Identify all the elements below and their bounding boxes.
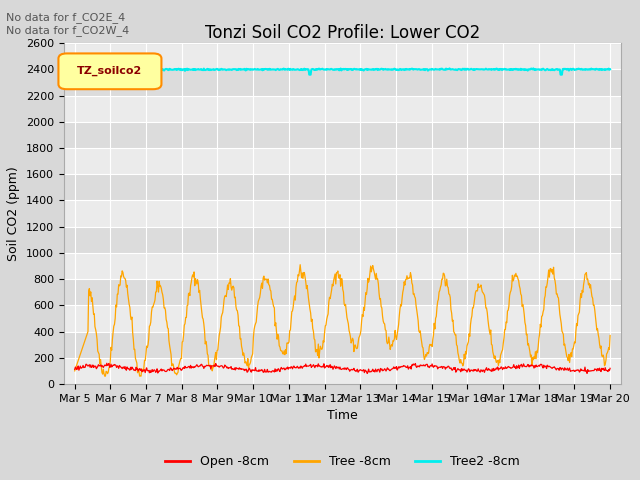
Bar [64,43,621,70]
Text: TZ_soilco2: TZ_soilco2 [77,66,142,76]
Title: Tonzi Soil CO2 Profile: Lower CO2: Tonzi Soil CO2 Profile: Lower CO2 [205,24,480,42]
Bar [64,305,621,332]
Y-axis label: Soil CO2 (ppm): Soil CO2 (ppm) [8,166,20,261]
Bar [64,201,621,227]
X-axis label: Time: Time [327,409,358,422]
Bar [64,358,621,384]
Bar [64,174,621,201]
Bar [64,253,621,279]
Bar [64,332,621,358]
Bar [64,96,621,122]
Bar [64,148,621,174]
Bar [64,70,621,96]
FancyBboxPatch shape [58,53,161,89]
Bar [64,279,621,305]
Text: No data for f_CO2W_4: No data for f_CO2W_4 [6,25,130,36]
Text: No data for f_CO2E_4: No data for f_CO2E_4 [6,12,125,23]
Bar [64,227,621,253]
Bar [64,122,621,148]
Legend: Open -8cm, Tree -8cm, Tree2 -8cm: Open -8cm, Tree -8cm, Tree2 -8cm [159,450,525,473]
